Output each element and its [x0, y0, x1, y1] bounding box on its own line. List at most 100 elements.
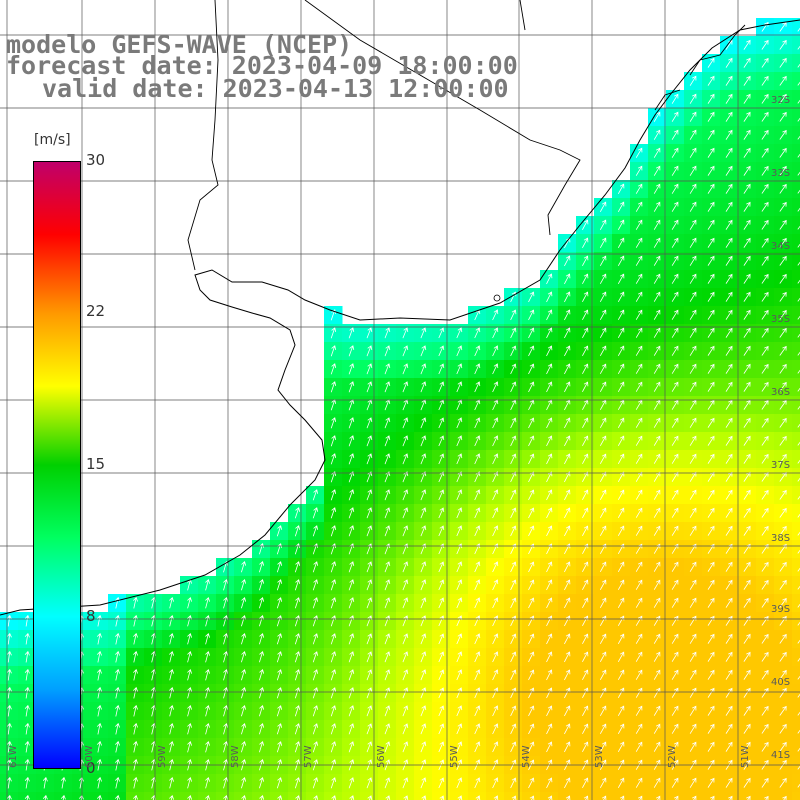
wind-arrow [276, 543, 283, 555]
wind-cell [234, 792, 253, 800]
wind-arrow [689, 453, 697, 464]
wind-arrow [635, 525, 643, 536]
wind-arrow [761, 399, 769, 410]
wind-arrow [402, 615, 409, 627]
wind-arrow [779, 399, 787, 410]
wind-arrow [761, 201, 769, 212]
wind-arrow [779, 75, 787, 86]
wind-arrow [96, 686, 102, 699]
wind-cell [468, 792, 487, 800]
wind-arrow [689, 327, 697, 338]
wind-arrow [384, 507, 391, 519]
wind-arrow [187, 686, 192, 699]
wind-arrow [725, 291, 733, 302]
wind-arrow [438, 705, 445, 717]
wind-arrow [725, 237, 733, 248]
wind-arrow [797, 243, 800, 248]
wind-arrow [384, 471, 391, 483]
wind-arrow [743, 507, 751, 518]
wind-arrow [546, 471, 553, 483]
wind-arrow [384, 561, 391, 573]
wind-cell [522, 792, 541, 800]
wind-arrow [617, 201, 625, 212]
wind-arrow [474, 525, 481, 537]
wind-arrow [259, 794, 265, 800]
wind-arrow [689, 705, 697, 716]
wind-arrow [635, 633, 643, 644]
wind-arrow [599, 777, 607, 788]
wind-arrow [528, 687, 535, 699]
wind-cell [792, 486, 800, 505]
wind-arrow [546, 741, 553, 753]
wind-arrow [366, 669, 373, 681]
wind-arrow [743, 309, 751, 320]
wind-arrow [653, 273, 661, 284]
wind-arrow [689, 633, 697, 644]
wind-arrow [492, 525, 499, 537]
wind-arrow [725, 669, 733, 680]
wind-arrow [438, 363, 445, 375]
wind-arrow [761, 237, 769, 248]
wind-arrow [797, 585, 800, 590]
wind-arrow [528, 489, 535, 501]
wind-cell [792, 414, 800, 433]
wind-arrow [761, 165, 769, 176]
wind-arrow [743, 57, 751, 68]
wind-arrow [294, 525, 301, 537]
wind-arrow [330, 777, 337, 789]
lat-label-36s: 36S [771, 387, 791, 398]
wind-arrow [653, 525, 661, 536]
wind-arrow [276, 561, 283, 573]
wind-cell [792, 558, 800, 577]
wind-cell [288, 792, 307, 800]
wind-arrow [205, 794, 210, 800]
wind-arrow [725, 687, 733, 698]
wind-arrow [205, 650, 210, 663]
wind-arrow [384, 381, 391, 393]
wind-arrow [438, 579, 445, 591]
wind-arrow [349, 795, 355, 800]
wind-arrow [402, 543, 409, 555]
wind-arrow [582, 669, 589, 680]
wind-arrow [330, 363, 337, 375]
wind-cell [792, 360, 800, 379]
wind-arrow [707, 471, 715, 482]
wind-arrow [582, 435, 589, 446]
wind-arrow [420, 381, 427, 393]
wind-arrow [671, 489, 679, 500]
wind-arrow [115, 650, 120, 663]
wind-arrow [546, 687, 553, 699]
wind-arrow [707, 417, 715, 428]
wind-arrow [474, 777, 481, 789]
wind-arrow [330, 507, 337, 519]
wind-arrow [474, 633, 481, 645]
wind-arrow [743, 597, 751, 608]
lat-label-38s: 38S [771, 533, 791, 544]
wind-arrow [761, 579, 769, 590]
wind-arrow [635, 381, 643, 392]
wind-arrow [510, 507, 517, 519]
wind-arrow [474, 417, 481, 429]
wind-arrow [331, 795, 337, 800]
wind-arrow [6, 632, 12, 645]
wind-arrow [421, 795, 427, 800]
wind-cell [126, 792, 145, 800]
wind-arrow [725, 417, 733, 428]
wind-arrow [707, 93, 715, 104]
wind-arrow [420, 363, 427, 375]
wind-arrow [529, 795, 535, 800]
wind-arrow [764, 795, 769, 800]
wind-arrow [492, 489, 499, 501]
wind-arrow [312, 777, 319, 789]
wind-cell [792, 90, 800, 109]
wind-arrow [707, 453, 715, 464]
wind-arrow [564, 561, 571, 573]
wind-arrow [420, 615, 427, 627]
wind-arrow [528, 525, 535, 537]
wind-arrow [743, 237, 751, 248]
wind-arrow [366, 777, 373, 789]
wind-arrow [330, 651, 337, 663]
wind-arrow [384, 489, 391, 501]
wind-arrow [546, 597, 553, 609]
wind-arrow [725, 363, 733, 374]
